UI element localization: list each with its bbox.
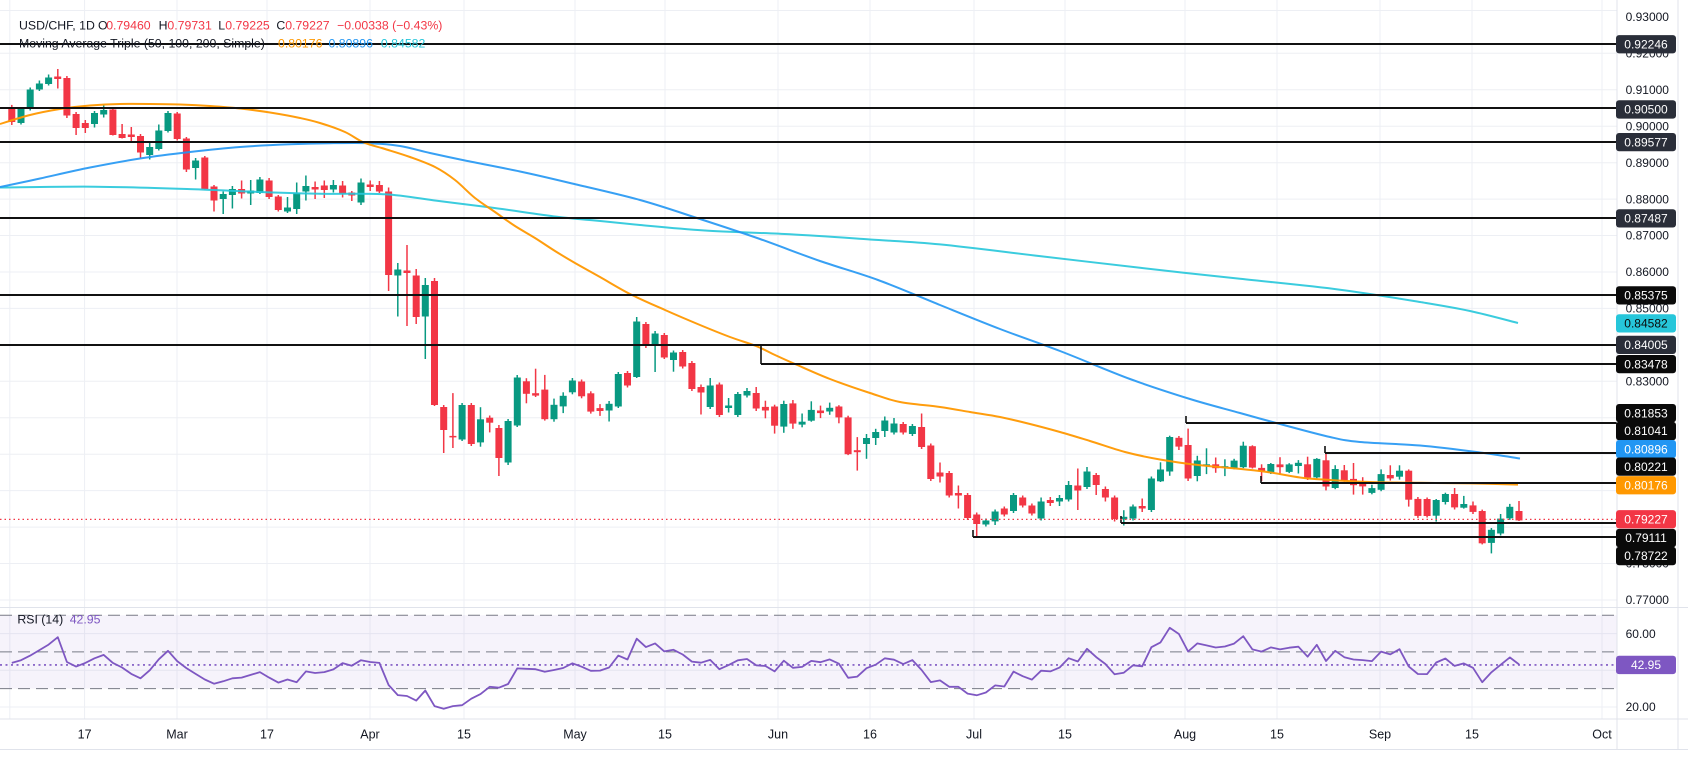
svg-text:0.87000: 0.87000	[1626, 229, 1670, 243]
svg-text:Moving Average Triple (50, 100: Moving Average Triple (50, 100, 200, Sim…	[19, 37, 426, 51]
svg-text:20.00: 20.00	[1626, 700, 1656, 714]
svg-text:42.95: 42.95	[1631, 658, 1661, 672]
svg-text:May: May	[563, 728, 587, 742]
svg-text:Mar: Mar	[166, 728, 188, 742]
svg-text:0.83478: 0.83478	[1624, 357, 1668, 371]
svg-text:0.87487: 0.87487	[1624, 212, 1668, 226]
svg-text:17: 17	[260, 728, 274, 742]
svg-text:15: 15	[1465, 728, 1479, 742]
svg-text:15: 15	[658, 728, 672, 742]
svg-text:17: 17	[78, 728, 92, 742]
svg-text:RSI (14)42.95: RSI (14) 42.95	[17, 613, 100, 627]
svg-text:0.90000: 0.90000	[1626, 119, 1670, 133]
svg-text:Jun: Jun	[768, 728, 788, 742]
svg-text:0.90500: 0.90500	[1624, 103, 1668, 117]
svg-text:0.80221: 0.80221	[1624, 460, 1668, 474]
svg-text:Jul: Jul	[966, 728, 982, 742]
svg-text:0.77000: 0.77000	[1626, 593, 1670, 607]
svg-text:0.85375: 0.85375	[1624, 289, 1668, 303]
svg-text:0.86000: 0.86000	[1626, 265, 1670, 279]
svg-text:0.89000: 0.89000	[1626, 156, 1670, 170]
svg-text:0.81041: 0.81041	[1624, 424, 1668, 438]
svg-text:0.78722: 0.78722	[1624, 549, 1668, 563]
svg-text:0.88000: 0.88000	[1626, 192, 1670, 206]
svg-text:0.89577: 0.89577	[1624, 135, 1668, 149]
svg-text:15: 15	[1270, 728, 1284, 742]
svg-text:0.80176: 0.80176	[1624, 478, 1668, 492]
svg-text:0.80896: 0.80896	[1624, 442, 1668, 456]
svg-text:Sep: Sep	[1369, 728, 1391, 742]
svg-text:0.81853: 0.81853	[1624, 406, 1668, 420]
svg-text:0.91000: 0.91000	[1626, 83, 1670, 97]
svg-text:Apr: Apr	[360, 728, 379, 742]
svg-text:15: 15	[1058, 728, 1072, 742]
svg-text:0.83000: 0.83000	[1626, 375, 1670, 389]
svg-text:0.93000: 0.93000	[1626, 10, 1670, 24]
svg-text:0.84005: 0.84005	[1624, 338, 1668, 352]
svg-text:60.00: 60.00	[1626, 627, 1656, 641]
svg-text:0.79111: 0.79111	[1625, 531, 1667, 545]
svg-text:15: 15	[457, 728, 471, 742]
svg-text:0.85000: 0.85000	[1626, 302, 1670, 316]
svg-text:0.92246: 0.92246	[1624, 38, 1668, 52]
svg-text:0.84582: 0.84582	[1624, 317, 1668, 331]
svg-text:0.79227: 0.79227	[1624, 512, 1668, 526]
svg-text:Oct: Oct	[1592, 728, 1612, 742]
svg-text:16: 16	[863, 728, 877, 742]
svg-text:Aug: Aug	[1174, 728, 1196, 742]
